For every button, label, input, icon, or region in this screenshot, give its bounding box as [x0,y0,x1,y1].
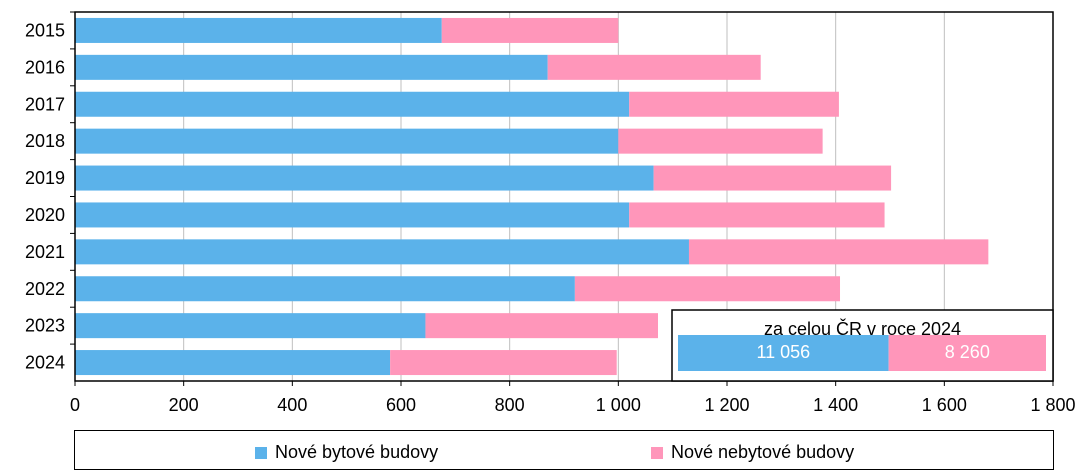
y-category-label: 2015 [25,20,65,40]
bar-bytove-2023 [75,313,426,339]
y-category-label: 2016 [25,57,65,77]
x-tick-label: 1 200 [704,395,749,415]
bar-nebytove-2020 [629,202,885,228]
inset-total-box: za celou ČR v roce 2024 11 056 8 260 [671,309,1054,382]
bar-nebytove-2015 [441,17,619,43]
bar-bytove-2022 [75,276,575,302]
y-category-label: 2020 [25,205,65,225]
bar-bytove-2020 [75,202,630,228]
x-tick-label: 1 000 [596,395,641,415]
y-category-label: 2017 [25,94,65,114]
bars [75,17,989,376]
x-tick-label: 1 800 [1030,395,1075,415]
bar-nebytove-2021 [688,239,989,265]
x-tick-label: 1 600 [922,395,967,415]
bar-nebytove-2016 [547,54,761,80]
axes [70,11,1054,386]
legend-label-nebytove: Nové nebytové budovy [671,442,855,462]
legend: Nové bytové budovy Nové nebytové budovy [74,430,1054,470]
x-tick-label: 400 [277,395,307,415]
inset-title: za celou ČR v roce 2024 [764,318,961,339]
x-tick-label: 600 [386,395,416,415]
x-tick-label: 200 [169,395,199,415]
inset-value-nebytove: 8 260 [945,342,990,362]
y-category-label: 2024 [25,353,65,373]
bar-bytove-2015 [75,17,442,43]
legend-swatch-bytove [255,446,267,459]
legend-swatch-nebytove [651,446,663,459]
bar-bytove-2017 [75,91,630,117]
chart-plot: 0 200 400 600 800 1 000 1 200 1 400 1 600 1 800 20… [25,11,1076,415]
y-category-label: 2022 [25,279,65,299]
bar-nebytove-2022 [574,276,841,302]
bar-nebytove-2018 [618,128,823,154]
bar-nebytove-2019 [653,165,892,191]
x-tick-label: 0 [70,395,80,415]
inset-bar-bytove [678,335,889,371]
y-category-label: 2023 [25,316,65,336]
legend-item-nebytove: Nové nebytové budovy [651,442,854,463]
bar-nebytove-2023 [425,313,658,339]
x-tick-label: 1 400 [813,395,858,415]
bar-bytove-2018 [75,128,619,154]
bar-bytove-2016 [75,54,548,80]
legend-label-bytove: Nové bytové budovy [275,442,439,462]
inset-bar-nebytove [888,335,1046,371]
bar-bytove-2024 [75,350,391,376]
plot-frame [74,11,1054,382]
legend-item-bytove: Nové bytové budovy [255,442,438,463]
y-category-label: 2021 [25,242,65,262]
y-category-label: 2018 [25,131,65,151]
tick-labels: 0 200 400 600 800 1 000 1 200 1 400 1 600 1 800 20… [25,20,1076,415]
y-category-label: 2019 [25,168,65,188]
x-tick-label: 800 [495,395,525,415]
bar-bytove-2019 [75,165,654,191]
bar-nebytove-2017 [629,91,839,117]
bar-nebytove-2024 [390,350,617,376]
inset-value-bytove: 11 056 [756,342,810,362]
bar-bytove-2021 [75,239,689,265]
